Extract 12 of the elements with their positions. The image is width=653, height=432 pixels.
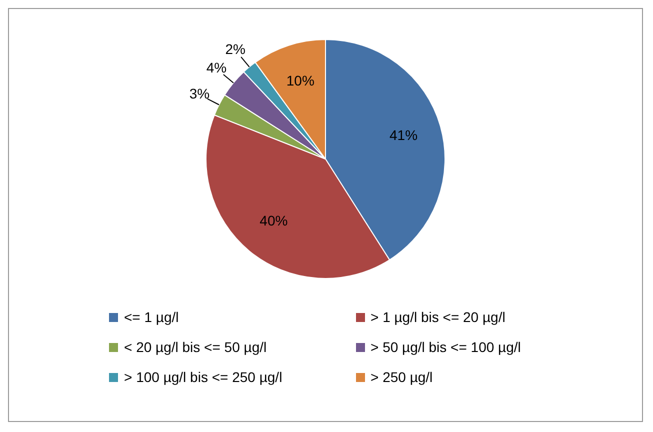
data-label: 41% [390, 127, 418, 144]
data-label: 4% [206, 60, 227, 76]
data-label: 10% [286, 72, 314, 89]
legend-label: < 20 µg/l bis <= 50 µg/l [124, 339, 267, 355]
data-label: 3% [189, 86, 210, 102]
legend-label: <= 1 µg/l [124, 309, 179, 325]
data-label: 2% [225, 40, 246, 57]
legend-label: > 50 µg/l bis <= 100 µg/l [370, 339, 521, 355]
legend-label: > 250 µg/l [370, 369, 433, 385]
legend-label: > 100 µg/l bis <= 250 µg/l [124, 369, 282, 385]
data-label: 40% [260, 212, 288, 228]
legend-label: > 1 µg/l bis <= 20 µg/l [370, 309, 506, 325]
